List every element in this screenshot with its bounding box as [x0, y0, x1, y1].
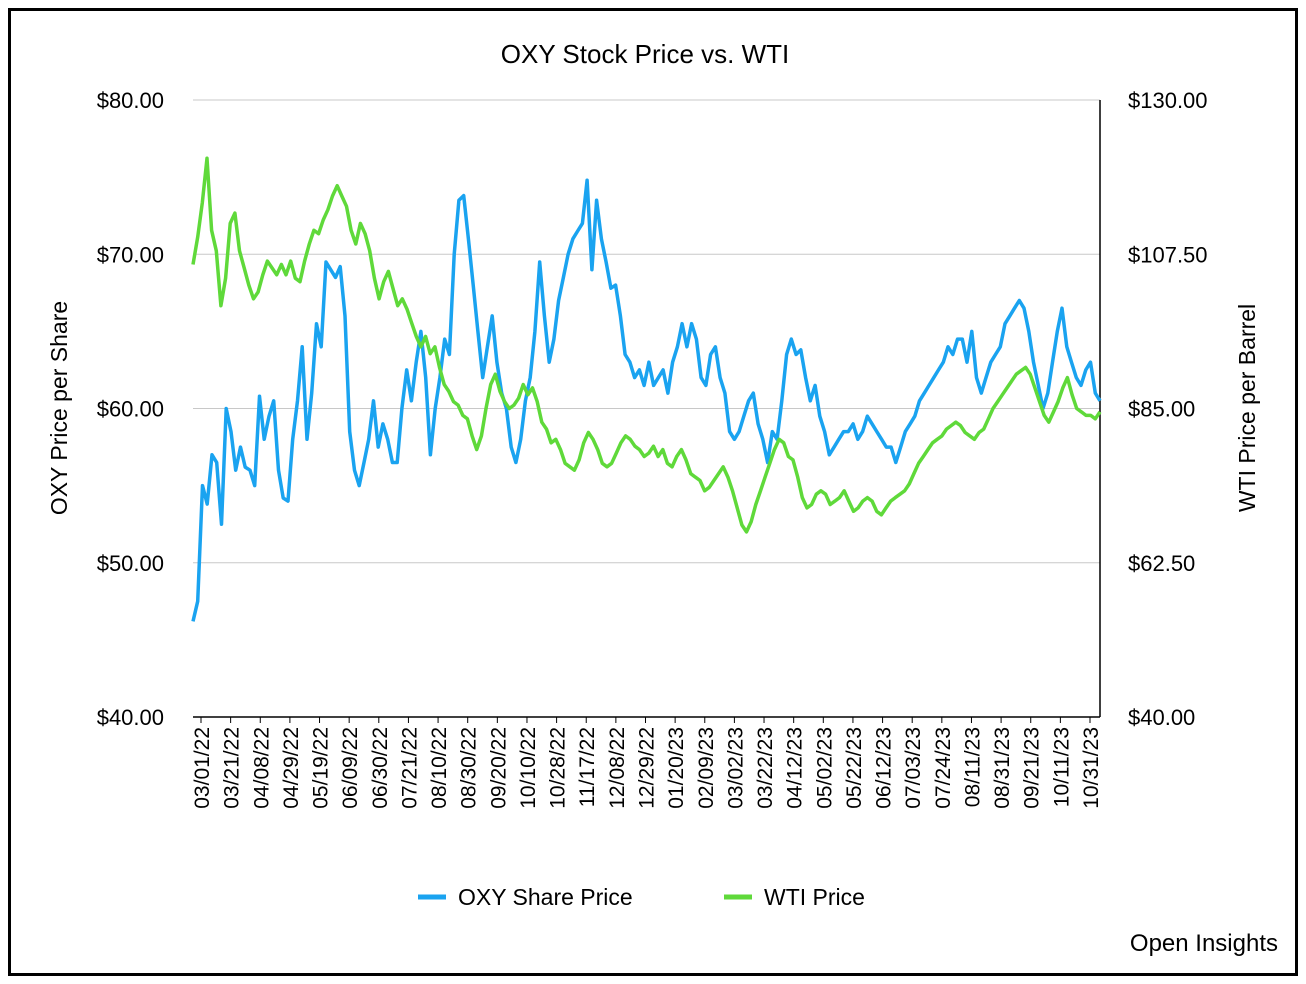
- left-tick-label: $70.00: [97, 242, 164, 267]
- x-tick-label: 07/21/22: [398, 727, 421, 809]
- x-tick-label: 10/11/23: [1050, 727, 1073, 807]
- x-tick-label: 08/31/23: [991, 727, 1014, 809]
- x-tick-label: 09/21/23: [1021, 727, 1044, 809]
- right-tick-label: $40.00: [1128, 705, 1195, 730]
- x-tick-label: 03/21/22: [221, 727, 244, 809]
- chart-title: OXY Stock Price vs. WTI: [501, 39, 789, 69]
- x-tick-label: 03/22/23: [754, 727, 777, 809]
- x-tick-label: 03/01/22: [191, 727, 214, 809]
- left-tick-label: $80.00: [97, 88, 164, 113]
- legend-label-wti: WTI Price: [764, 884, 865, 910]
- oxy-share-price-line: [191, 178, 1102, 622]
- x-tick-label: 08/30/22: [458, 727, 481, 809]
- x-tick-label: 10/10/22: [517, 727, 540, 809]
- x-tick-label: 03/02/23: [724, 727, 747, 809]
- x-tick-label: 10/31/23: [1080, 727, 1103, 809]
- x-tick-label: 06/30/22: [369, 727, 392, 809]
- x-tick-label: 05/22/23: [843, 727, 866, 809]
- x-tick-label: 11/17/22: [576, 727, 599, 807]
- legend: OXY Share Price WTI Price: [418, 884, 865, 910]
- x-tick-label: 08/10/22: [428, 727, 451, 809]
- right-tick-label: $107.50: [1128, 242, 1208, 267]
- x-tick-label: 04/29/22: [280, 727, 303, 809]
- x-tick-label: 04/12/23: [784, 727, 807, 809]
- x-tick-label: 08/11/23: [961, 727, 984, 807]
- x-tick-label: 06/12/23: [873, 727, 896, 809]
- x-tick-label: 09/20/22: [487, 727, 510, 809]
- legend-label-oxy: OXY Share Price: [458, 884, 633, 910]
- right-axis-ticks: $40.00 $62.50 $85.00 $107.50 $130.00: [1128, 88, 1208, 730]
- credit-text: Open Insights: [1129, 930, 1278, 957]
- left-axis-label: OXY Price per Share: [46, 301, 72, 515]
- gridlines: [193, 99, 1100, 564]
- left-tick-label: $40.00: [97, 705, 164, 730]
- x-tick-label: 07/03/23: [902, 727, 925, 809]
- x-tick-label: 12/08/22: [606, 727, 629, 809]
- left-tick-label: $50.00: [97, 551, 164, 576]
- x-tick-label: 02/09/23: [695, 727, 718, 809]
- left-tick-label: $60.00: [97, 397, 164, 422]
- x-tick-label: 12/29/22: [636, 727, 659, 809]
- left-axis-ticks: $40.00 $50.00 $60.00 $70.00 $80.00: [97, 88, 164, 730]
- x-tick-label: 01/20/23: [665, 727, 688, 809]
- right-tick-label: $85.00: [1128, 397, 1195, 422]
- x-tick-label: 04/08/22: [250, 727, 273, 809]
- right-axis-label: WTI Price per Barrel: [1234, 304, 1260, 512]
- x-tick-label: 06/09/22: [339, 727, 362, 809]
- right-tick-label: $130.00: [1128, 88, 1208, 113]
- series-lines: [191, 156, 1102, 622]
- wti-price-line: [191, 156, 1102, 534]
- x-tick-label: 05/19/22: [310, 727, 333, 809]
- x-axis-ticks: 03/01/22 03/21/22 04/08/22 04/29/22 05/19/22…: [191, 717, 1103, 809]
- right-tick-label: $62.50: [1128, 551, 1195, 576]
- x-tick-label: 10/28/22: [547, 727, 570, 809]
- x-tick-label: 07/24/23: [932, 727, 955, 809]
- x-tick-label: 05/02/23: [813, 727, 836, 809]
